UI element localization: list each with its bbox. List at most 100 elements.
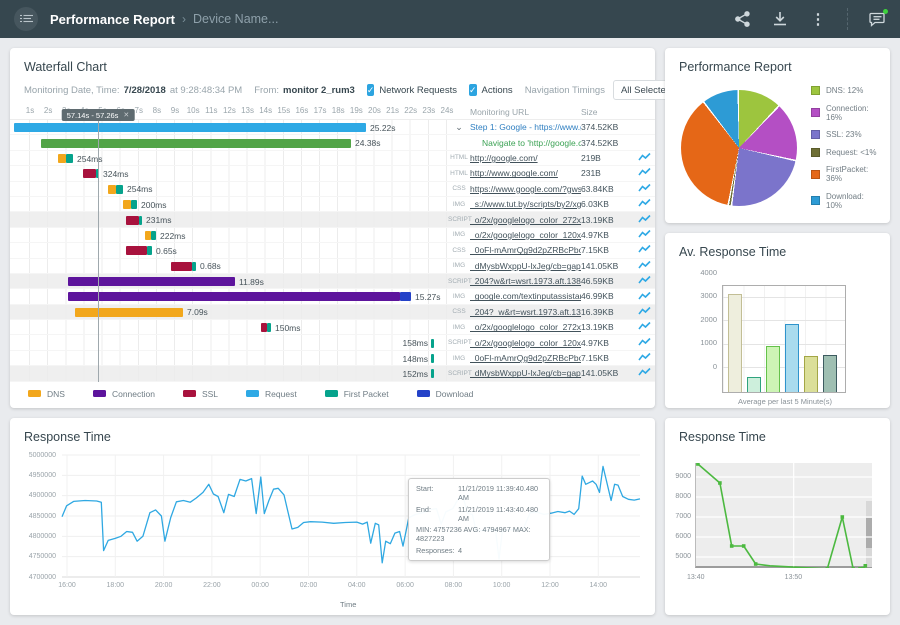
actions-checkbox[interactable]: ✓ (469, 84, 477, 96)
monitoring-url[interactable]: _dMysbWxppU-lxJeg/cb=gapi.loaded_0 (470, 261, 581, 271)
resource-size: 141.05KB (581, 261, 633, 271)
bar-duration-label: 15.27s (415, 292, 441, 302)
rt-small-ytick-label: 7000 (667, 513, 691, 520)
monitoring-url[interactable]: _204?w&rt=wsrt.1973.aft.1381.prt.3964 (470, 276, 581, 286)
sparkline-chart-icon[interactable] (633, 364, 655, 382)
monitoring-url[interactable]: _google.com/textinputassistant/tia.png (470, 291, 581, 301)
monitoring-url[interactable]: _o/2x/googlelogo_color_272x92dp.png (470, 215, 581, 225)
response-time-line-chart[interactable]: 5000000495000049000004850000480000047500… (10, 418, 655, 615)
more-vert-icon[interactable]: ⋮ (809, 10, 827, 28)
waterfall-controls: Monitoring Date, Time: 7/28/2018 at 9:28… (24, 80, 641, 100)
bar-segment-dns (75, 308, 183, 317)
waterfall-row-bars: 11.89s (14, 274, 448, 288)
performance-pie-chart[interactable] (681, 90, 797, 206)
waterfall-row[interactable]: 11.89sSCRIPT_204?w&rt=wsrt.1973.aft.1381… (10, 274, 655, 289)
feedback-chat-icon[interactable] (868, 10, 886, 28)
avg-bar[interactable] (823, 355, 837, 392)
rt-small-title: Response Time (679, 430, 876, 444)
pie-legend-label: SSL: 23% (826, 130, 862, 139)
resource-type-label: IMG (448, 324, 470, 331)
waterfall-row[interactable]: 158msSCRIPT_o/2x/googlelogo_color_120x44… (10, 335, 655, 350)
bar-duration-label: 11.89s (239, 277, 264, 287)
waterfall-row-bars: 7.09s (14, 305, 448, 319)
bar-segment-firstpacket (431, 339, 434, 348)
toolbar-divider (847, 8, 848, 30)
legend-item: SSL (183, 389, 218, 399)
waterfall-row[interactable]: 200msIMG_s://www.tut.by/scripts/by2/xgem… (10, 197, 655, 212)
download-icon[interactable] (771, 10, 789, 28)
monitoring-url[interactable]: _204?_w&rt=wsrt.1973.aft.1381.prt.396 (470, 307, 581, 317)
time-cursor-line[interactable] (98, 118, 99, 382)
resource-type-label: IMG (448, 201, 470, 208)
monitoring-url[interactable]: _0oFl-mAmrQg9d2pZRBcPbocbnz6iNg (470, 245, 581, 255)
rt-small-ytick-label: 9000 (667, 473, 691, 480)
response-time-small-chart[interactable] (695, 463, 872, 568)
breadcrumb[interactable]: Device Name... (193, 12, 278, 26)
rt-ytick-label: 4950000 (16, 472, 56, 479)
rt-ytick-label: 4900000 (16, 492, 56, 499)
axis-tick: 9s (171, 106, 179, 115)
monitoring-url[interactable]: _o/2x/googlelogo_color_120x44dp.png (470, 338, 581, 348)
resource-size: 374.52KB (581, 122, 633, 132)
bar-segment-ssl (171, 262, 192, 271)
network-requests-checkbox[interactable]: ✓ (367, 84, 375, 96)
monitoring-url[interactable]: https://www.google.com/?gws_rd=ssl (470, 184, 581, 194)
monitoring-url[interactable]: Navigate to 'http://google.com' (470, 138, 581, 148)
avg-bar[interactable] (747, 377, 761, 392)
waterfall-row[interactable]: 148msIMG_0oFl-mAmrQg9d2pZRBcPbocbnz6iNg7… (10, 351, 655, 366)
axis-tick: 23s (422, 106, 435, 115)
monitoring-url[interactable]: http://www.google.com/ (470, 168, 581, 178)
waterfall-row-bars: 254ms (14, 182, 448, 196)
waterfall-row[interactable]: 0.65sCSS_0oFl-mAmrQg9d2pZRBcPbocbnz6iNg7… (10, 243, 655, 258)
avg-bar[interactable] (785, 324, 799, 392)
tooltip-stats: MIN: 4757236 AVG: 4794967 MAX: 4827223 (416, 525, 542, 543)
waterfall-row[interactable]: 152msSCRIPT_dMysbWxppU-lxJeg/cb=gapi.loa… (10, 366, 655, 381)
response-time-panel: Response Time 50000004950000490000048500… (10, 418, 655, 615)
monitoring-url[interactable]: Step 1: Google - https://www.google.com. (470, 122, 581, 132)
waterfall-row[interactable]: 222msIMG_o/2x/googlelogo_color_120x44dp.… (10, 228, 655, 243)
avg-ytick-label: 1000 (687, 338, 717, 347)
waterfall-row[interactable]: 25.22s⌄Step 1: Google - https://www.goog… (10, 120, 655, 135)
pie-legend-swatch (811, 130, 820, 139)
monitoring-time-value: at 9:28:48:34 PM (170, 85, 242, 96)
axis-tick: 19s (350, 106, 363, 115)
avg-ytick-label: 4000 (687, 268, 717, 277)
waterfall-row[interactable]: 0.68sIMG_dMysbWxppU-lxJeg/cb=gapi.loaded… (10, 259, 655, 274)
monitoring-url[interactable]: _dMysbWxppU-lxJeg/cb=gapi.loaded_0 (470, 368, 581, 378)
tooltip-start-label: Start: (416, 484, 458, 502)
avg-bar[interactable] (804, 356, 818, 392)
waterfall-row[interactable]: 324msHTMLhttp://www.google.com/231B (10, 166, 655, 181)
avg-bar[interactable] (766, 346, 780, 392)
axis-tick: 7s (135, 106, 143, 115)
waterfall-row[interactable]: 15.27sIMG_google.com/textinputassistant/… (10, 289, 655, 304)
network-requests-label[interactable]: Network Requests (379, 85, 457, 96)
waterfall-row[interactable]: 231msSCRIPT_o/2x/googlelogo_color_272x92… (10, 212, 655, 227)
waterfall-row[interactable]: 254msCSShttps://www.google.com/?gws_rd=s… (10, 182, 655, 197)
resource-size: 13.19KB (581, 322, 633, 332)
row-expander-icon[interactable]: ⌄ (455, 122, 463, 132)
menu-list-icon[interactable] (14, 7, 38, 31)
avg-response-time-panel: Av. Response Time 01000200030004000 Aver… (665, 233, 890, 408)
rt-small-ytick-label: 8000 (667, 493, 691, 500)
waterfall-row[interactable]: 254msHTMLhttp://google.com/219B (10, 151, 655, 166)
axis-tick: 2s (44, 106, 52, 115)
monitoring-url[interactable]: _s://www.tut.by/scripts/by2/xgemius.js (470, 199, 581, 209)
monitoring-url[interactable]: _0oFl-mAmrQg9d2pZRBcPbocbnz6iNg (470, 353, 581, 363)
resource-size: 141.05KB (581, 368, 633, 378)
monitoring-url[interactable]: _o/2x/googlelogo_color_120x44dp.png (470, 230, 581, 240)
rt-xtick-label: 20:00 (155, 582, 173, 589)
close-icon[interactable]: ✕ (123, 111, 129, 119)
rt-xtick-label: 00:00 (251, 582, 269, 589)
monitoring-url[interactable]: http://google.com/ (470, 153, 581, 163)
bar-segment-download (400, 292, 411, 301)
actions-label[interactable]: Actions (482, 85, 513, 96)
share-icon[interactable] (733, 10, 751, 28)
waterfall-row[interactable]: 24.38sNavigate to 'http://google.com'374… (10, 135, 655, 150)
waterfall-row[interactable]: 7.09sCSS_204?_w&rt=wsrt.1973.aft.1381.pr… (10, 305, 655, 320)
waterfall-row-bars: 158ms (14, 335, 448, 349)
waterfall-row[interactable]: 150msIMG_o/2x/googlelogo_color_272x92dp.… (10, 320, 655, 335)
avg-bar-chart[interactable] (722, 285, 846, 393)
time-range-tag[interactable]: 57.14s - 57.26s ✕ (62, 109, 135, 121)
avg-bar[interactable] (728, 294, 742, 392)
monitoring-url[interactable]: _o/2x/googlelogo_color_272x92dp.png (470, 322, 581, 332)
